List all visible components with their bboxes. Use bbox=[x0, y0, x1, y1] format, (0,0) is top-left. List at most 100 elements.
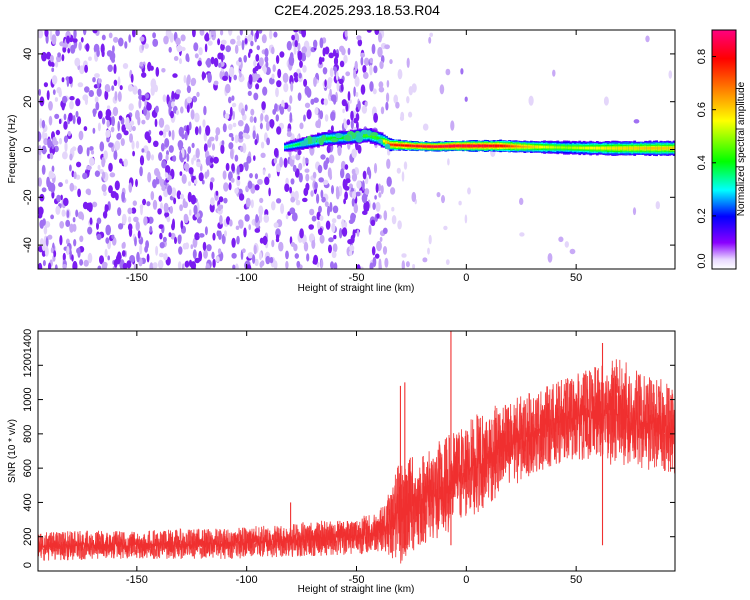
spectrogram-noise-cell bbox=[177, 140, 184, 149]
spectrogram-noise-cell bbox=[124, 41, 128, 49]
spectrogram-noise-cell bbox=[136, 251, 140, 263]
spectrogram-noise-cell bbox=[161, 160, 167, 169]
spectrogram-noise-cell bbox=[252, 67, 257, 74]
spectrogram-band-cell bbox=[587, 146, 590, 150]
spectrogram-noise-cell bbox=[192, 249, 197, 260]
spectrogram-noise-cell bbox=[386, 80, 390, 88]
spectrogram-noise-cell bbox=[273, 157, 278, 164]
spectrogram-band-cell bbox=[472, 144, 476, 147]
spectrogram-noise-cell bbox=[121, 250, 126, 257]
spectrogram-noise-cell bbox=[107, 64, 113, 73]
spectrogram-noise-cell bbox=[62, 252, 66, 261]
spectrogram-noise-cell bbox=[246, 264, 252, 269]
spectrogram-band-cell bbox=[576, 146, 579, 149]
spectrogram-noise-cell bbox=[240, 146, 244, 153]
spectrogram-noise-cell bbox=[279, 51, 285, 58]
spectrogram-noise-cell bbox=[284, 183, 290, 192]
spectrogram-noise-cell bbox=[344, 221, 348, 229]
spectrogram-noise-cell bbox=[73, 239, 77, 247]
spectrogram-noise-cell bbox=[198, 172, 204, 182]
y-tick-label: 0 bbox=[22, 146, 34, 152]
spectrogram-noise-cell bbox=[303, 114, 306, 122]
spectrogram-noise-cell bbox=[218, 230, 222, 240]
spectrogram-noise-cell bbox=[55, 61, 59, 68]
spectrogram-band-cell bbox=[448, 145, 452, 148]
spectrogram-noise-cell bbox=[128, 216, 132, 223]
spectrogram-band-blob bbox=[330, 138, 339, 143]
spectrogram-band-cell bbox=[600, 147, 604, 150]
spectrogram-noise-cell bbox=[220, 144, 225, 154]
spectrogram-noise-cell bbox=[198, 233, 205, 238]
spectrogram-noise-cell bbox=[149, 262, 154, 269]
spectrogram-noise-cell bbox=[41, 51, 47, 62]
spectrogram-noise-cell bbox=[375, 183, 379, 194]
spectrogram-noise-cell bbox=[254, 73, 261, 79]
spectrogram-noise-cell bbox=[275, 87, 279, 98]
spectrogram-noise-cell bbox=[338, 227, 343, 239]
spectrogram-noise-cell bbox=[112, 45, 115, 53]
spectrogram-noise-cell bbox=[92, 30, 98, 34]
spectrogram-noise-cell bbox=[47, 234, 53, 240]
spectrogram-noise-cell bbox=[385, 101, 389, 111]
spectrogram-noise-cell bbox=[231, 252, 237, 259]
spectrogram-noise-cell bbox=[78, 41, 82, 51]
spectrogram-band-cell bbox=[396, 144, 399, 146]
spectrogram-noise-cell bbox=[290, 81, 294, 92]
spectrogram-noise-cell bbox=[42, 130, 45, 140]
spectrogram-y-axis-label: Frequency (Hz) bbox=[7, 115, 18, 184]
spectrogram-noise-cell bbox=[82, 172, 88, 180]
chart-title: C2E4.2025.293.18.53.R04 bbox=[274, 2, 440, 18]
spectrogram-noise-cell bbox=[213, 156, 219, 164]
spectrogram-noise-cell bbox=[92, 127, 96, 134]
spectrogram-band-cell bbox=[488, 145, 492, 147]
spectrogram-noise-cell bbox=[113, 79, 118, 87]
spectrogram-noise-cell bbox=[332, 49, 337, 57]
spectrogram-noise-cell bbox=[289, 186, 292, 194]
spectrogram-noise-cell bbox=[168, 232, 172, 238]
spectrogram-noise-cell bbox=[301, 46, 308, 54]
spectrogram-noise-cell bbox=[260, 141, 265, 149]
spectrogram-noise-cell bbox=[49, 173, 56, 179]
spectrogram-noise-cell bbox=[257, 178, 263, 185]
spectrogram-noise-cell bbox=[361, 193, 368, 204]
spectrogram-signal-band bbox=[284, 128, 675, 157]
spectrogram-noise-cell bbox=[312, 259, 317, 265]
spectrogram-noise-cell bbox=[441, 195, 445, 204]
spectrogram-noise-cell bbox=[322, 67, 328, 75]
spectrogram-noise-cell bbox=[163, 202, 169, 213]
spectrogram-noise-cell bbox=[42, 260, 46, 267]
spectrogram-noise-cell bbox=[73, 171, 77, 180]
spectrogram-noise-cell bbox=[464, 214, 468, 224]
spectrogram-noise-cell bbox=[339, 60, 345, 68]
spectrogram-noise-cell bbox=[90, 150, 95, 155]
spectrogram-band-cell bbox=[521, 145, 524, 148]
spectrogram-noise-cell bbox=[54, 97, 59, 102]
spectrogram-noise-cell bbox=[319, 215, 324, 221]
spectrogram-noise-cell bbox=[343, 118, 347, 125]
x-tick-label: -100 bbox=[236, 272, 258, 284]
spectrogram-noise-cell bbox=[311, 215, 317, 222]
spectrogram-noise-cell bbox=[96, 87, 102, 97]
spectrogram-noise-cell bbox=[63, 197, 69, 207]
spectrogram-noise-cell bbox=[336, 214, 342, 220]
spectrogram-noise-cell bbox=[175, 37, 181, 46]
spectrogram-noise-cell bbox=[289, 95, 293, 104]
spectrogram-noise-cell bbox=[44, 221, 51, 228]
spectrogram-noise-cell bbox=[357, 100, 361, 111]
spectrogram-band-cell bbox=[626, 147, 630, 150]
spectrogram-band-cell bbox=[549, 146, 553, 149]
spectrogram-noise-cell bbox=[76, 116, 82, 125]
spectrogram-noise-cell bbox=[225, 162, 230, 172]
spectrogram-noise-cell bbox=[336, 80, 340, 92]
spectrogram-noise-cell bbox=[79, 235, 84, 243]
spectrogram-noise-cell bbox=[427, 247, 430, 255]
spectrogram-noise-cell bbox=[187, 146, 192, 154]
spectrogram-noise-cell bbox=[252, 254, 256, 264]
spectrogram-band-cell bbox=[363, 134, 366, 137]
spectrogram-noise-cell bbox=[108, 142, 114, 148]
spectrogram-noise-cell bbox=[286, 40, 292, 51]
spectrogram-noise-cell bbox=[154, 168, 160, 176]
spectrogram-noise-cell bbox=[335, 189, 340, 200]
spectrogram-noise-cell bbox=[356, 229, 360, 237]
spectrogram-noise-cell bbox=[373, 112, 378, 123]
